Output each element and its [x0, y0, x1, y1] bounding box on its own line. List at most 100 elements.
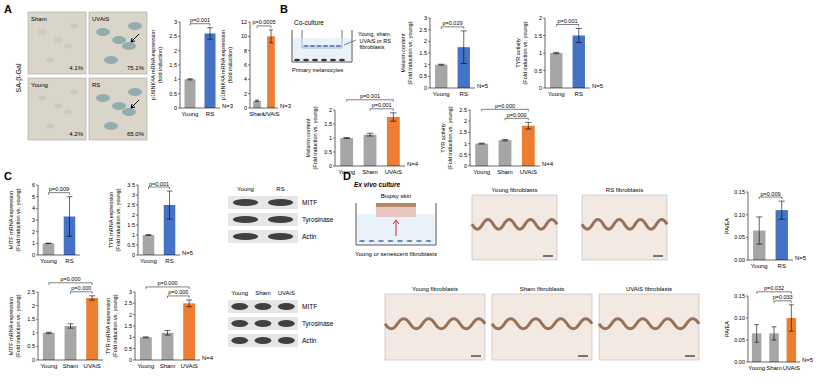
y-tick-label: 12 — [241, 19, 247, 25]
x-axis — [180, 108, 220, 109]
bar-chart: 00.511.522.5MITF mRNA expression(Fold in… — [8, 276, 103, 369]
y-tick — [428, 29, 430, 30]
y-tick-label: 1.5 — [169, 62, 177, 68]
cell — [70, 90, 78, 95]
bars — [752, 305, 796, 362]
significance-bracket — [441, 27, 464, 29]
y-tick — [468, 154, 470, 155]
y-tick-label: 0 — [424, 85, 427, 91]
y-tick — [133, 303, 135, 304]
y-tick-label: 1.5 — [534, 33, 542, 39]
p-value: p=0.000 — [168, 289, 188, 295]
y-tick-label: 0 — [329, 163, 332, 169]
y-tick — [136, 225, 138, 226]
y-axis-label: (Fold induction vs. young) — [15, 188, 21, 251]
x-axis — [138, 255, 180, 256]
image-label: RS — [92, 82, 100, 88]
bar — [143, 235, 155, 255]
y-tick — [746, 296, 748, 297]
y-tick-label: 1.5 — [459, 129, 467, 135]
y-tick-label: 1 — [329, 135, 332, 141]
micrograph — [89, 78, 147, 140]
p-value: p=0.009 — [760, 191, 780, 197]
y-tick-label: 2 — [464, 118, 467, 124]
error-bar — [255, 100, 259, 101]
x-tick-label: Young — [433, 91, 450, 97]
y-tick — [36, 196, 38, 197]
y-tick — [746, 192, 748, 193]
p-value: p=0.001 — [149, 181, 169, 187]
y-tick-label: 0.15 — [734, 293, 745, 299]
y-tick-label: 2 — [32, 229, 35, 235]
y-axis-label: TYR activity — [515, 38, 521, 68]
blot-strip — [228, 213, 298, 226]
x-axis — [38, 360, 103, 361]
y-axis — [38, 292, 39, 360]
y-tick — [36, 346, 38, 347]
y-tick — [178, 36, 180, 37]
p-value: p=0.009 — [49, 186, 69, 192]
x-axis — [250, 108, 278, 109]
error-bar — [478, 143, 484, 145]
blot-strip — [228, 300, 298, 313]
y-tick — [333, 124, 335, 125]
medium — [357, 214, 435, 244]
y-tick-label: 0.10 — [734, 212, 745, 218]
scale-bar — [543, 256, 553, 257]
error-bar — [187, 79, 193, 80]
error-bar — [438, 64, 444, 66]
lane-label: RS — [276, 186, 284, 192]
significance-bracket — [49, 283, 92, 285]
cell — [104, 122, 118, 130]
band — [268, 216, 293, 223]
western-blot: YoungRSMITFTyrosinaseActin — [228, 186, 334, 243]
y-tick — [136, 245, 138, 246]
image-label: Young fibroblasts — [492, 187, 538, 193]
band — [268, 233, 293, 240]
y-tick-label: 0 — [32, 252, 35, 258]
bar-chart: 00.511.522.53Melanin content(Fold induct… — [400, 15, 489, 97]
sample-size: N=4 — [407, 161, 419, 167]
x-tick-label: RS — [206, 111, 214, 117]
y-tick-label: 1 — [424, 62, 427, 68]
pigment-layer — [472, 219, 557, 229]
y-axis — [470, 110, 471, 166]
y-tick-label: 1.5 — [324, 121, 332, 127]
y-tick — [178, 93, 180, 94]
y-tick — [543, 35, 545, 36]
significance-bracket — [149, 187, 170, 189]
y-tick — [333, 152, 335, 153]
y-tick — [36, 185, 38, 186]
p-value: p=0.000 — [507, 112, 527, 118]
band — [278, 320, 295, 327]
y-tick-label: 10 — [241, 33, 247, 39]
y-tick-label: 2 — [424, 38, 427, 44]
lane-label: Young — [231, 290, 248, 296]
y-tick-label: 3 — [132, 192, 135, 198]
x-axis — [38, 255, 80, 256]
y-axis-label: p16INK4A mRNA expression — [150, 30, 156, 100]
bar-chart: 0123456MITF mRNA expression(Fold inducti… — [8, 182, 80, 264]
x-tick-label: Young — [548, 91, 565, 97]
error-bar — [167, 191, 173, 219]
bar-chart: 00.511.52TYR activity(Fold induction vs.… — [515, 15, 604, 97]
error-bar — [553, 52, 559, 53]
y-tick-label: 0.5 — [324, 149, 332, 155]
y-tick-label: 0.15 — [734, 189, 745, 195]
fibroblast — [316, 45, 322, 47]
percent-label: 65.0% — [127, 131, 145, 137]
y-tick-label: 2.5 — [27, 289, 35, 295]
y-tick-label: 0.10 — [734, 315, 745, 321]
ihc-image: Young fibroblasts — [472, 187, 557, 260]
band — [278, 303, 295, 310]
sample-size: N=4 — [542, 161, 554, 167]
x-tick-label: Young — [751, 263, 768, 269]
pigment-layer — [492, 319, 592, 329]
bars — [550, 29, 585, 89]
p-value: p=0.0005 — [252, 19, 275, 25]
cell — [128, 88, 142, 96]
fibroblast — [426, 240, 432, 242]
bar — [522, 126, 535, 166]
fibroblast — [388, 240, 394, 242]
fibroblast — [329, 45, 335, 47]
